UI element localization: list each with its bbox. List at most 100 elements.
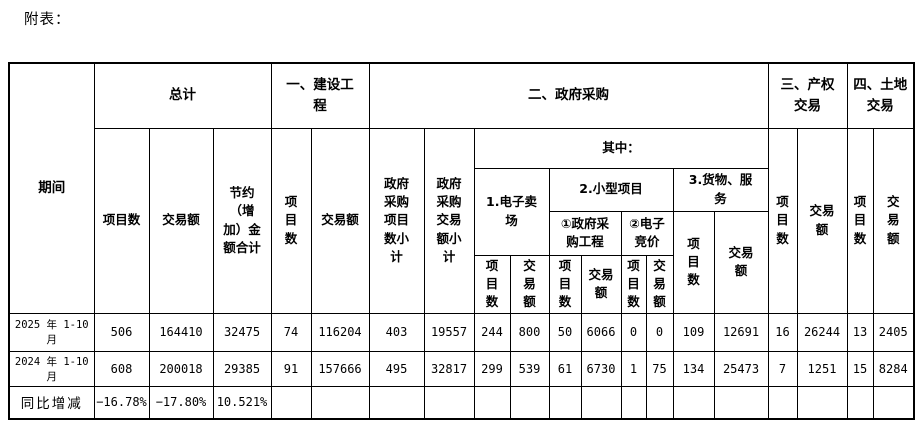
data-cell: 10.521%	[212, 385, 272, 420]
data-cell	[872, 385, 915, 420]
data-cell: 109	[672, 312, 715, 352]
data-cell	[368, 385, 425, 420]
data-cell: 50	[548, 312, 582, 352]
header-total-transaction-amount: 交易额	[148, 127, 214, 314]
data-cell: 800	[509, 312, 550, 352]
period-cell: 同比增减	[8, 385, 95, 420]
data-cell: 6066	[580, 312, 622, 352]
data-cell: 200018	[148, 350, 214, 387]
data-cell: 116204	[310, 312, 370, 352]
header-gov-amount-subtotal: 政府 采购 交易 额小 计	[423, 127, 475, 314]
header-gov-project-subtotal: 政府 采购 项目 数小 计	[368, 127, 425, 314]
data-cell: 506	[93, 312, 150, 352]
data-cell	[672, 385, 715, 420]
header-total-project-count: 项目数	[93, 127, 150, 314]
header-goods-services: 3.货物、服 务	[672, 167, 769, 212]
period-cell: 2024 年 1-10 月	[8, 350, 95, 387]
data-cell: 0	[620, 312, 647, 352]
header-land: 四、土地 交易	[846, 62, 915, 129]
data-cell: 495	[368, 350, 425, 387]
statistics-table: 期间 总计 一、建设工 程 二、政府采购 三、产权 交易 四、土地 交易 项目数…	[8, 62, 915, 420]
header-e-mall-transaction-amount: 交 易 额	[509, 254, 550, 314]
header-row-subgroups: 项目数 交易额 节约 （增 加）金 额合计 项 目 数 交易额 政府 采购 项目…	[9, 127, 915, 314]
table-row-yoy-change: 同比增减 −16.78% −17.80% 10.521%	[8, 385, 915, 420]
data-cell	[846, 385, 874, 420]
data-cell	[310, 385, 370, 420]
data-cell: 16	[767, 312, 798, 352]
data-cell	[620, 385, 647, 420]
header-row-subcategories: ①政府采 购工程 ②电子 竞价 项 目 数 交易 额	[9, 210, 914, 314]
data-cell	[423, 385, 475, 420]
data-cell: 2405	[872, 312, 915, 352]
data-cell: 19557	[423, 312, 475, 352]
data-cell: 0	[645, 312, 674, 352]
header-land-project-count: 项 目 数	[846, 127, 874, 314]
header-total: 总计	[93, 62, 272, 129]
header-property-project-count: 项 目 数	[767, 127, 798, 314]
data-cell	[645, 385, 674, 420]
data-cell: 539	[509, 350, 550, 387]
data-cell: 7	[767, 350, 798, 387]
period-cell: 2025 年 1-10 月	[8, 312, 95, 352]
header-gov-procurement: 二、政府采购	[368, 62, 769, 129]
data-cell: 91	[270, 350, 312, 387]
header-e-bidding-transaction-amount: 交 易 额	[645, 254, 674, 314]
data-cell: 8284	[872, 350, 915, 387]
data-cell	[548, 385, 582, 420]
data-cell: −16.78%	[93, 385, 150, 420]
header-gov-works: ①政府采 购工程	[548, 210, 622, 256]
header-small-projects: 2.小型项目	[548, 167, 674, 212]
header-row-groups: 期间 总计 一、建设工 程 二、政府采购 三、产权 交易 四、土地 交易	[8, 62, 915, 314]
data-cell	[270, 385, 312, 420]
header-e-bidding-project-count: 项 目 数	[620, 254, 647, 314]
data-cell: 299	[473, 350, 511, 387]
table-caption: 附表：	[24, 12, 71, 28]
data-cell: 32817	[423, 350, 475, 387]
data-cell	[796, 385, 848, 420]
header-gov-works-project-count: 项 目 数	[548, 254, 582, 314]
table-row-2024: 2024 年 1-10 月 608 200018 29385 91 157666…	[8, 350, 915, 387]
data-cell: 12691	[713, 312, 769, 352]
header-land-transaction-amount: 交 易 额	[872, 127, 915, 314]
table-row-2025: 2025 年 1-10 月 506 164410 32475 74 116204…	[8, 312, 915, 352]
data-cell: 1	[620, 350, 647, 387]
data-cell: 134	[672, 350, 715, 387]
data-cell: 26244	[796, 312, 848, 352]
data-cell: 15	[846, 350, 874, 387]
header-goods-project-count: 项 目 数	[672, 210, 715, 314]
header-property-rights: 三、产权 交易	[767, 62, 848, 129]
data-cell: 6730	[580, 350, 622, 387]
data-cell	[767, 385, 798, 420]
data-cell: 74	[270, 312, 312, 352]
data-cell: 29385	[212, 350, 272, 387]
header-e-mall-project-count: 项 目 数	[473, 254, 511, 314]
header-goods-transaction-amount: 交易 额	[713, 210, 769, 314]
data-cell	[473, 385, 511, 420]
data-cell	[713, 385, 769, 420]
data-cell: 244	[473, 312, 511, 352]
data-cell: 157666	[310, 350, 370, 387]
data-cell: 75	[645, 350, 674, 387]
data-cell: 25473	[713, 350, 769, 387]
header-row-categories: 1.电子卖 场 2.小型项目 3.货物、服 务	[9, 167, 914, 256]
data-cell: 13	[846, 312, 874, 352]
header-construction-project-count: 项 目 数	[270, 127, 312, 314]
data-cell: 1251	[796, 350, 848, 387]
data-cell: 164410	[148, 312, 214, 352]
header-construction-transaction-amount: 交易额	[310, 127, 370, 314]
data-cell: 32475	[212, 312, 272, 352]
header-row-leaves: 项 目 数 交 易 额 项 目 数 交易 额 项 目 数 交 易 额	[9, 254, 914, 314]
header-gov-works-transaction-amount: 交易 额	[580, 254, 622, 314]
header-construction: 一、建设工 程	[270, 62, 370, 129]
header-period: 期间	[8, 62, 95, 314]
data-cell	[509, 385, 550, 420]
header-among-which: 其中：	[473, 127, 769, 169]
data-cell	[580, 385, 622, 420]
data-cell: 608	[93, 350, 150, 387]
data-cell: 61	[548, 350, 582, 387]
data-cell: −17.80%	[148, 385, 214, 420]
header-e-mall: 1.电子卖 场	[473, 167, 550, 256]
header-e-bidding: ②电子 竞价	[620, 210, 674, 256]
header-total-saved-amount: 节约 （增 加）金 额合计	[212, 127, 272, 314]
header-property-transaction-amount: 交易 额	[796, 127, 848, 314]
